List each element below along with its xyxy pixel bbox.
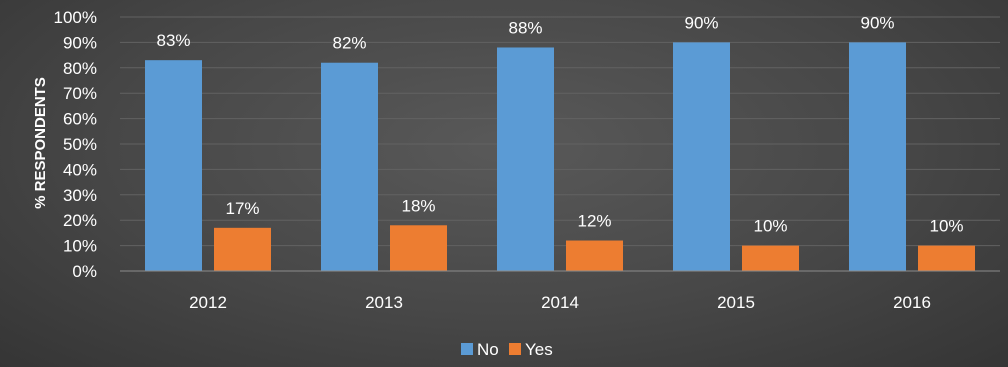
data-label-yes-2012: 17% xyxy=(225,199,259,218)
data-label-yes-2016: 10% xyxy=(929,217,963,236)
x-tick-label: 2012 xyxy=(189,293,227,312)
data-labels: 83% 17% 82% 18% 88% 12% 90% 10% 90% 10% xyxy=(156,13,963,235)
data-label-no-2013: 82% xyxy=(332,34,366,53)
bar-no-2016 xyxy=(849,42,906,272)
legend-label-no: No xyxy=(477,340,499,359)
bar-no-2014 xyxy=(497,47,554,272)
legend: No Yes xyxy=(461,340,553,359)
y-tick-label: 40% xyxy=(63,160,97,179)
y-tick-label: 20% xyxy=(63,211,97,230)
bar-no-2015 xyxy=(673,42,730,272)
x-tick-label: 2013 xyxy=(365,293,403,312)
bar-yes-2015 xyxy=(742,245,799,271)
bars xyxy=(145,42,975,272)
data-label-yes-2014: 12% xyxy=(577,212,611,231)
bar-yes-2012 xyxy=(214,227,271,271)
y-tick-label: 100% xyxy=(54,8,97,27)
y-axis-title: % RESPONDENTS xyxy=(32,77,49,209)
y-tick-label: 80% xyxy=(63,59,97,78)
y-axis-ticks: 0% 10% 20% 30% 40% 50% 60% 70% 80% 90% 100% xyxy=(54,8,97,281)
data-label-yes-2013: 18% xyxy=(401,196,435,215)
y-tick-label: 30% xyxy=(63,186,97,205)
gridlines xyxy=(120,16,1000,247)
y-tick-label: 90% xyxy=(63,33,97,52)
y-tick-label: 60% xyxy=(63,110,97,129)
x-tick-label: 2015 xyxy=(717,293,755,312)
data-label-no-2016: 90% xyxy=(860,13,894,32)
x-tick-label: 2014 xyxy=(541,293,579,312)
y-tick-label: 70% xyxy=(63,84,97,103)
y-tick-label: 50% xyxy=(63,135,97,154)
data-label-no-2015: 90% xyxy=(684,13,718,32)
bar-yes-2013 xyxy=(390,225,447,271)
x-axis-ticks: 2012 2013 2014 2015 2016 xyxy=(189,293,931,312)
y-tick-label: 0% xyxy=(72,262,97,281)
bar-no-2013 xyxy=(321,62,378,271)
legend-swatch-yes xyxy=(509,343,521,355)
data-label-yes-2015: 10% xyxy=(753,217,787,236)
legend-swatch-no xyxy=(461,343,473,355)
data-label-no-2014: 88% xyxy=(508,18,542,37)
y-tick-label: 10% xyxy=(63,237,97,256)
legend-label-yes: Yes xyxy=(525,340,553,359)
bar-yes-2016 xyxy=(918,245,975,271)
bar-no-2012 xyxy=(145,60,202,272)
x-tick-label: 2016 xyxy=(893,293,931,312)
data-label-no-2012: 83% xyxy=(156,31,190,50)
bar-yes-2014 xyxy=(566,240,623,271)
